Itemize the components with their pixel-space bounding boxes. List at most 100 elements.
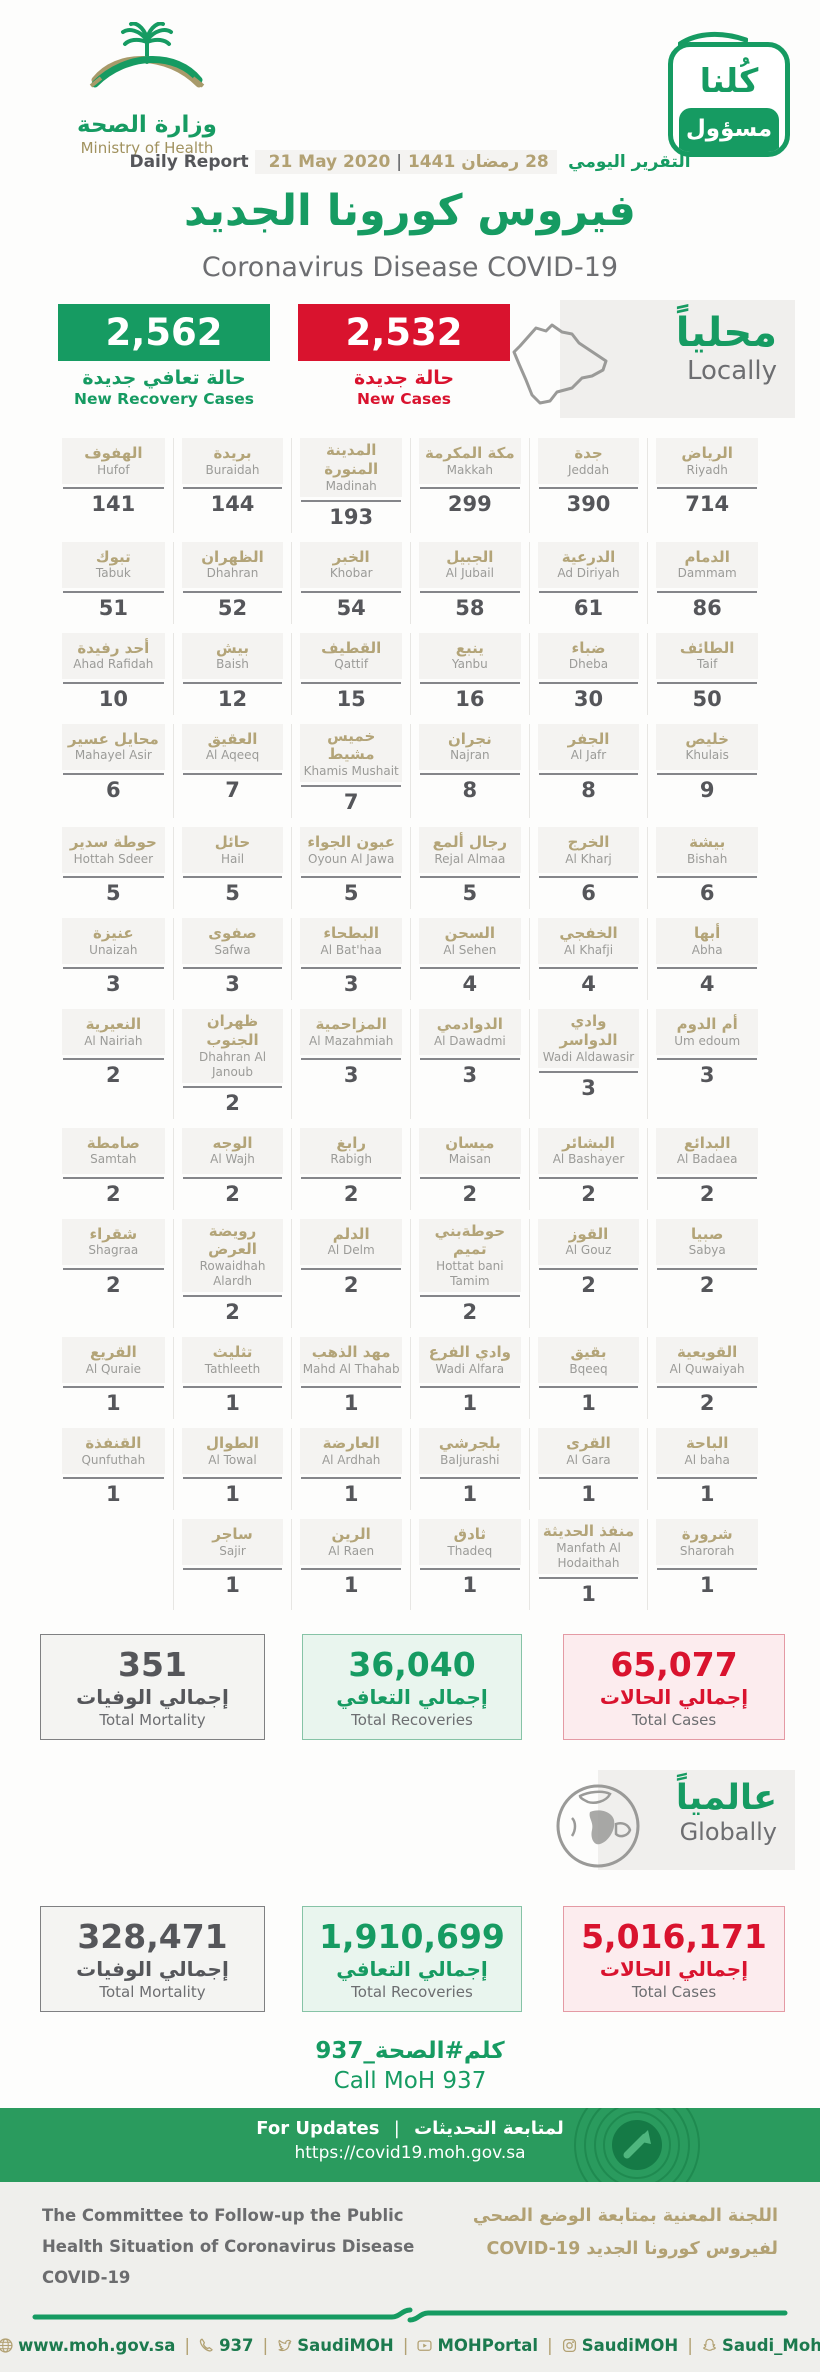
local-total-cases-label-en: Total Cases [631,1710,717,1729]
social-phone[interactable]: 937 [199,2336,254,2356]
city-underline [420,681,520,684]
date-gregorian: 21 May 2020 [268,152,391,172]
city-underline [301,499,402,502]
city-chip: رويضة العرض Rowaidhah Alardh [181,1218,284,1292]
city-chip: ينبع Yanbu [419,632,521,679]
social-phone-label: 937 [219,2336,254,2356]
city-name-en: Oyoun Al Jawa [308,851,395,866]
city-name-ar: بيش [216,638,249,657]
city-value: 6 [106,777,121,802]
city-cell: الدرعية Ad Diriyah 61 [528,541,648,624]
city-chip: القرى Al Gara [537,1428,640,1474]
city-value: 4 [581,972,596,996]
city-underline [301,1386,402,1388]
city-name-en: Al Delm [327,1243,375,1258]
city-name-ar: الهفوف [84,444,143,463]
city-value: 2 [106,1063,121,1087]
social-twitter[interactable]: SaudiMOH [277,2336,394,2355]
header: وزارة الصحة Ministry of Health كُلنا مسؤ… [0,0,820,300]
social-youtube[interactable]: MOHPortal [417,2336,538,2355]
city-chip: الدوادمي Al Dawadmi [419,1009,521,1055]
city-name-en: Al Jubail [445,566,494,581]
city-value: 4 [462,972,478,996]
city-chip: الباحة Al baha [656,1428,758,1474]
city-name-ar: شرورة [681,1525,733,1544]
city-chip: أبها Abha [656,918,758,964]
city-underline [420,487,520,489]
city-value: 2 [699,1181,715,1206]
city-name-en: Hottah Sdeer [73,851,154,866]
city-chip: البطحاء Al Bat'haa [300,918,403,964]
city-cell: البشائر Al Bashayer 2 [528,1127,648,1210]
city-underline [420,1386,520,1388]
city-value: 2 [225,1300,240,1324]
globe-icon [556,1784,640,1868]
page-title-en: Coronavirus Disease COVID-19 [201,252,619,283]
city-cell: ينبع Yanbu 16 [410,632,529,715]
city-name-ar: شقراء [89,1224,138,1243]
updates-url-link[interactable]: https://covid19.moh.gov.sa [294,2142,526,2163]
city-name-en: Sabya [688,1243,726,1258]
city-chip: بيش Baish [181,632,284,679]
date-separator: | [396,152,403,172]
social-snapchat[interactable]: Saudi_Moh [702,2336,820,2355]
city-underline [301,590,402,593]
city-name-en: Khulais [685,748,729,763]
city-value: 15 [336,686,366,711]
global-total-mortality-value: 328,471 [77,1916,228,1956]
city-underline [182,590,283,593]
city-cell: مكة المكرمة Makkah 299 [410,438,529,533]
city-cell: الوجه Al Wajh 2 [172,1127,292,1210]
city-value: 6 [699,881,715,905]
city-cell: صفوى Safwa 3 [172,918,292,1000]
city-name-en: Al Aqeeq [205,748,260,763]
city-cell: الرياض Riyadh 714 [647,438,766,533]
city-name-ar: أم الدوم [676,1015,738,1034]
city-cell: المدينة المنورة Madinah 193 [291,438,410,533]
city-value: 7 [343,790,359,814]
city-underline [301,1477,402,1479]
city-chip: خليص Khulais [656,723,758,770]
city-chip: ظهران الجنوب Dhahran Al Janoub [181,1009,284,1083]
city-chip: رجال ألمع Rejal Almaa [419,827,521,873]
city-underline [657,681,757,684]
city-name-en: Mahd Al Thahab [302,1361,400,1376]
call-moh: كلم#الصحة_937 Call MoH 937 [0,2038,820,2094]
city-name-ar: وادي الدواسر [559,1012,618,1049]
city-value: 2 [106,1272,121,1297]
city-name-en: Al Towal [208,1452,257,1467]
city-underline [63,1267,164,1270]
city-cell: البدائع Al Badaea 2 [647,1127,766,1210]
city-name-en: Al Raen [328,1543,375,1558]
city-value: 52 [217,595,248,620]
city-chip: الخفجي Al Khafji [537,918,640,964]
global-totals: 328,471 إجمالي الوفيات Total Mortality 1… [0,1882,820,2032]
city-cell: ثادق Thadeq 1 [410,1519,529,1610]
city-chip: مكة المكرمة Makkah [419,438,521,484]
city-underline [182,1477,283,1479]
new-cases-value: 2,532 [298,304,510,361]
city-chip: عنيزة Unaizah [62,918,165,964]
city-cell: نجران Najran 8 [410,723,529,818]
city-value: 714 [685,492,730,516]
city-value: 2 [581,1181,596,1206]
city-cell: الخفجي Al Khafji 4 [528,918,648,1000]
city-cell: محايل عسير Mahayel Asir 6 [54,723,173,819]
city-value: 1 [581,1581,596,1606]
city-name-ar: الرياض [681,444,733,463]
social-instagram[interactable]: SaudiMOH [562,2336,678,2355]
social-website[interactable]: www.moh.gov.sa [0,2336,175,2355]
city-underline [657,1477,757,1479]
city-cell: جدة Jeddah 390 [528,438,648,533]
city-name-ar: ساجر [212,1525,253,1544]
badge-line1: كُلنا [699,61,759,100]
city-value: 1 [225,1482,240,1506]
city-name-ar: خميس مشيط [327,726,376,764]
city-chip: الخرج Al Kharj [537,827,640,873]
city-chip: تبوك Tabuk [62,541,165,588]
city-cell: الطوال Al Towal 1 [172,1428,292,1510]
city-value: 3 [581,1075,596,1100]
city-value: 193 [329,504,374,529]
city-value: 3 [106,972,121,996]
city-underline [182,1386,283,1388]
